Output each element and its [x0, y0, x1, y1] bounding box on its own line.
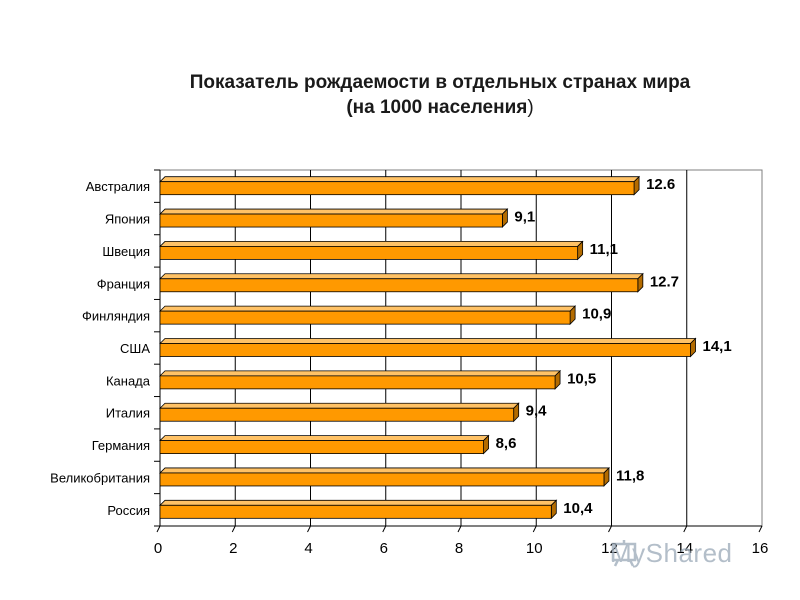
category-label: США: [120, 341, 150, 356]
x-axis-tick: [231, 525, 236, 533]
value-label: 10,4: [563, 500, 593, 517]
x-axis-tick: [382, 525, 387, 533]
category-label: Италия: [106, 406, 150, 421]
bar: [159, 310, 571, 325]
x-axis-tick: [758, 525, 763, 533]
value-label: 9,4: [526, 403, 548, 420]
value-label: 8,6: [496, 435, 517, 452]
bar-top: [159, 402, 520, 409]
value-label: 10,9: [582, 306, 611, 323]
x-tick-label: 8: [455, 540, 463, 557]
chart-title: Показатель рождаемости в отдельных стран…: [189, 72, 691, 93]
x-tick-label: 10: [526, 540, 543, 557]
bar: [159, 343, 691, 357]
bar: [159, 504, 552, 519]
bar-top: [159, 435, 490, 441]
bar: [159, 278, 639, 293]
bar-top: [159, 338, 697, 344]
chart-subtitle: (на 1000 населения): [0, 97, 800, 119]
x-tick-label: 4: [304, 540, 312, 557]
category-label: Япония: [105, 212, 150, 227]
x-tick-label: 0: [154, 540, 162, 557]
category-label: Россия: [107, 503, 150, 518]
x-tick-label: 6: [380, 540, 388, 557]
bar-top: [159, 273, 644, 280]
category-label: Австралия: [86, 179, 150, 194]
value-label: 12.6: [646, 176, 675, 193]
x-axis-tick: [608, 525, 612, 533]
chart-subtitle-paren: ): [527, 97, 534, 118]
value-label: 9,1: [514, 209, 535, 226]
bar: [159, 440, 484, 454]
bar: [159, 246, 579, 260]
x-tick-label: 2: [229, 540, 237, 557]
x-axis-tick: [307, 525, 311, 533]
x-tick-label: 16: [752, 540, 769, 557]
bar: [159, 472, 605, 487]
category-label: Германия: [92, 438, 150, 453]
bar: [159, 181, 635, 196]
bar-top: [159, 176, 641, 183]
bar-top: [159, 208, 509, 215]
category-label: Великобритания: [50, 470, 150, 485]
chart-subtitle-text: (на 1000 населения: [346, 97, 528, 118]
bar-top: [159, 305, 577, 312]
bar-top: [159, 370, 562, 377]
value-label: 11,1: [590, 241, 618, 258]
x-axis-tick: [457, 525, 462, 533]
x-axis-tick: [683, 525, 688, 533]
x-axis-tick: [532, 525, 537, 533]
category-label: Финляндия: [82, 309, 150, 324]
value-label: 12.7: [650, 273, 679, 290]
bar-top: [159, 499, 558, 506]
value-label: 10,5: [567, 370, 596, 387]
watermark: MyShared: [610, 538, 733, 569]
watermark-logo-icon: [611, 540, 637, 567]
category-label: Швеция: [102, 244, 150, 259]
value-label: 14,1: [703, 338, 732, 355]
category-label: Канада: [106, 373, 151, 388]
x-tick-label: 14: [676, 540, 693, 557]
bar: [159, 375, 556, 390]
x-axis-tick: [156, 525, 161, 533]
bar-top: [159, 467, 610, 474]
bar: [159, 213, 503, 228]
category-label: Франция: [97, 276, 150, 291]
value-label: 11,8: [616, 467, 644, 484]
bar-top: [159, 241, 584, 247]
bar: [159, 407, 515, 422]
